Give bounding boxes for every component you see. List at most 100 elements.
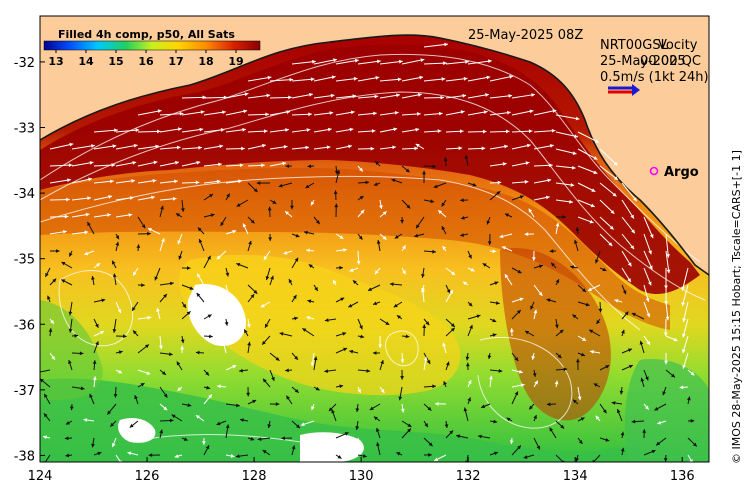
velocity-arrow xyxy=(489,190,501,201)
velocity-arrow xyxy=(256,181,271,185)
velocity-arrow xyxy=(599,403,607,414)
velocity-arrow xyxy=(181,301,187,309)
velocity-arrow xyxy=(93,318,99,329)
velocity-arrow xyxy=(533,143,554,150)
velocity-arrow xyxy=(269,110,291,116)
velocity-arrow xyxy=(129,420,139,428)
velocity-arrow xyxy=(577,417,585,422)
velocity-arrow xyxy=(511,129,533,134)
velocity-arrow xyxy=(71,230,89,235)
velocity-arrow xyxy=(357,334,365,339)
velocity-arrow xyxy=(61,279,73,286)
velocity-arrow xyxy=(313,216,321,225)
velocity-arrow xyxy=(181,160,201,167)
velocity-arrow xyxy=(324,318,337,323)
velocity-arrow xyxy=(531,250,536,261)
velocity-arrow xyxy=(112,318,117,333)
velocity-arrow xyxy=(489,451,499,456)
velocity-arrow xyxy=(285,164,293,169)
velocity-arrow xyxy=(285,368,293,373)
velocity-arrow xyxy=(423,164,437,169)
velocity-arrow xyxy=(181,403,192,407)
velocity-arrow xyxy=(575,358,580,371)
velocity-arrow xyxy=(374,267,381,275)
velocity-arrow xyxy=(460,233,469,237)
velocity-arrow xyxy=(247,341,252,354)
velocity-arrow xyxy=(572,399,579,405)
velocity-arrow xyxy=(682,301,689,323)
velocity-arrow xyxy=(65,420,73,425)
velocity-arrow xyxy=(355,420,360,430)
velocity-arrow xyxy=(223,290,228,303)
velocity-arrow xyxy=(313,75,336,82)
velocity-arrow xyxy=(306,248,315,253)
velocity-arrow xyxy=(137,283,145,288)
velocity-arrow xyxy=(391,178,403,184)
velocity-arrow xyxy=(159,238,165,252)
velocity-arrow xyxy=(269,369,275,382)
velocity-arrow xyxy=(313,127,332,133)
velocity-arrow xyxy=(511,309,522,320)
velocity-arrow xyxy=(423,352,431,365)
velocity-arrow xyxy=(203,369,210,376)
velocity-arrow xyxy=(445,318,456,328)
velocity-arrow xyxy=(400,352,405,363)
velocity-arrow xyxy=(665,301,670,321)
velocity-arrow xyxy=(460,216,469,220)
velocity-arrow xyxy=(291,59,316,65)
velocity-arrow xyxy=(663,318,668,336)
velocity-arrow xyxy=(291,294,297,303)
velocity-arrow xyxy=(203,95,228,100)
velocity-arrow xyxy=(159,386,168,398)
velocity-arrow xyxy=(375,427,381,439)
velocity-arrow xyxy=(533,264,543,269)
velocity-arrow xyxy=(621,182,638,202)
velocity-arrow xyxy=(555,367,568,372)
velocity-arrow xyxy=(621,199,635,219)
velocity-arrow xyxy=(352,279,359,286)
velocity-arrow xyxy=(611,401,623,405)
velocity-arrows xyxy=(40,42,698,462)
velocity-arrow xyxy=(379,59,403,65)
velocity-arrow xyxy=(643,335,651,346)
velocity-arrow xyxy=(181,180,200,185)
velocity-arrow xyxy=(372,351,381,355)
velocity-arrow xyxy=(137,144,160,150)
velocity-arrow xyxy=(533,284,543,297)
velocity-arrow xyxy=(132,330,139,337)
velocity-arrow xyxy=(511,352,519,362)
velocity-arrow xyxy=(91,275,95,286)
velocity-arrow xyxy=(92,360,97,371)
velocity-arrow xyxy=(61,261,73,269)
velocity-arrow xyxy=(137,369,151,375)
plot-frame xyxy=(39,15,710,463)
velocity-arrow xyxy=(555,199,573,204)
velocity-arrow xyxy=(93,298,106,303)
velocity-arrow xyxy=(423,77,446,82)
velocity-arrow xyxy=(69,403,74,411)
velocity-arrow xyxy=(596,318,601,325)
velocity-arrow xyxy=(423,318,430,326)
velocity-arrow xyxy=(159,205,164,218)
velocity-arrow xyxy=(616,408,623,422)
velocity-arrow xyxy=(48,328,53,337)
velocity-arrow xyxy=(68,301,73,316)
velocity-arrow xyxy=(89,393,95,405)
velocity-arrow xyxy=(467,267,475,272)
argo-marker[interactable] xyxy=(649,166,659,176)
velocity-arrow xyxy=(263,250,271,261)
velocity-arrow xyxy=(423,453,432,457)
velocity-arrow xyxy=(335,347,348,354)
velocity-arrow xyxy=(555,329,564,337)
velocity-arrow xyxy=(401,420,412,428)
x-tick-label: 130 xyxy=(349,469,374,484)
velocity-arrow xyxy=(378,335,383,349)
velocity-arrow xyxy=(291,257,299,269)
velocity-arrow xyxy=(159,429,164,439)
velocity-arrow xyxy=(247,399,257,405)
velocity-arrow xyxy=(357,195,364,201)
velocity-arrow xyxy=(511,369,523,374)
ssh-contours xyxy=(40,53,706,446)
velocity-arrow xyxy=(269,352,280,362)
velocity-arrow xyxy=(201,437,206,445)
